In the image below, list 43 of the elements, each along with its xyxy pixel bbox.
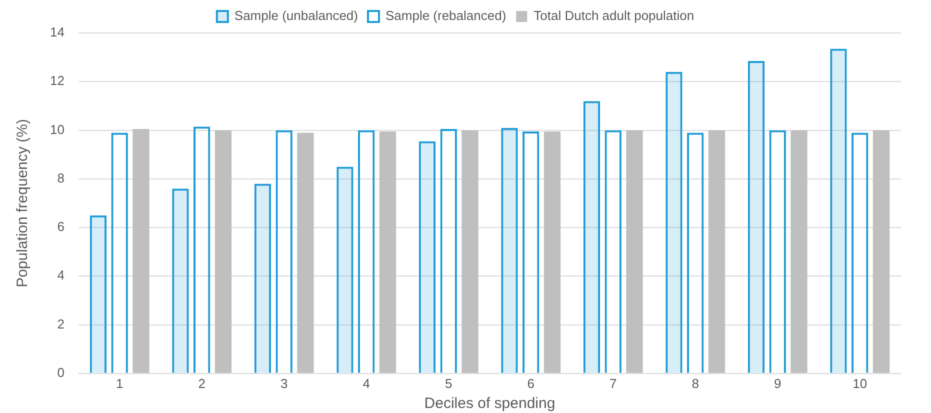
legend-label: Sample (unbalanced) — [234, 8, 358, 24]
bar — [214, 130, 232, 373]
y-tick-label: 6 — [57, 219, 64, 234]
bar — [462, 130, 478, 373]
x-tick-label: 3 — [280, 376, 288, 391]
y-tick-label: 14 — [50, 24, 64, 40]
bar — [708, 130, 726, 373]
x-tick-label: 7 — [609, 376, 617, 391]
x-tick-label: 4 — [362, 376, 370, 391]
y-tick-label: 2 — [57, 316, 64, 332]
legend-label: Total Dutch adult population — [534, 8, 694, 24]
bar — [544, 131, 561, 373]
bar — [90, 215, 107, 373]
x-tick-label: 10 — [852, 376, 868, 391]
x-tick-label: 2 — [198, 376, 206, 391]
y-tick-label: 0 — [57, 364, 64, 380]
bar — [872, 130, 890, 373]
bar — [501, 128, 518, 373]
y-tick-label: 12 — [50, 73, 64, 88]
bar — [626, 130, 643, 373]
bar — [830, 48, 847, 373]
bar — [790, 130, 808, 373]
y-axis-title: Population frequency (%) — [14, 118, 32, 288]
y-tick-label: 8 — [57, 170, 64, 186]
bar — [379, 131, 396, 373]
bar — [418, 141, 436, 373]
x-tick-label: 6 — [527, 376, 534, 391]
bar — [132, 129, 150, 373]
x-tick-label: 9 — [774, 376, 782, 391]
x-axis-title: Deciles of spending — [424, 395, 556, 412]
bar — [748, 60, 765, 373]
x-tick-label: 8 — [692, 376, 699, 391]
bar — [336, 166, 354, 373]
bar — [666, 72, 682, 373]
x-tick-label: 1 — [116, 376, 124, 391]
y-tick-label: 10 — [50, 122, 64, 137]
y-tick-label: 4 — [57, 268, 64, 283]
x-tick-label: 5 — [444, 376, 452, 391]
bar — [172, 188, 189, 373]
bar — [583, 101, 600, 373]
bar — [254, 184, 272, 373]
bar — [297, 132, 314, 373]
legend-label: Sample (rebalanced) — [385, 8, 506, 24]
